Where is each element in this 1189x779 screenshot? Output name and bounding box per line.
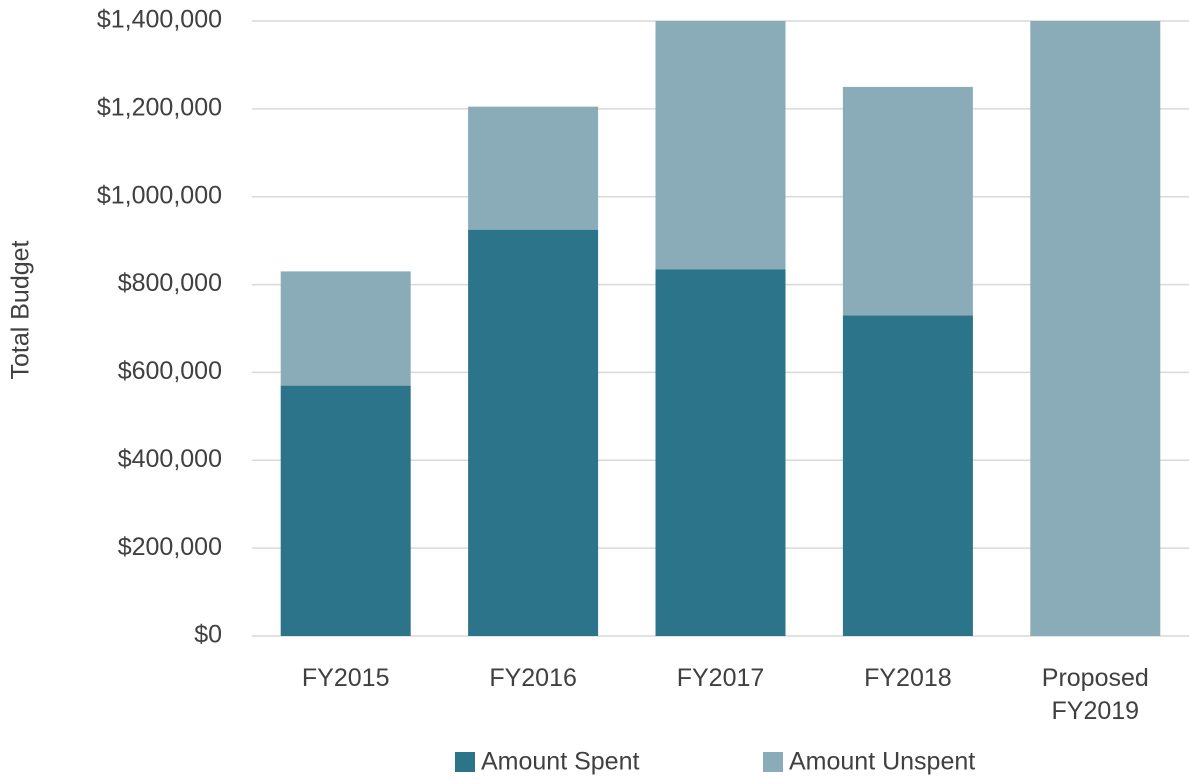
legend-label: Amount Unspent: [789, 748, 975, 776]
y-tick-label: $1,400,000: [97, 6, 222, 34]
bar-segment: [655, 269, 786, 636]
bar-segment: [842, 315, 973, 636]
x-tick-label: FY2017: [676, 664, 765, 692]
legend-swatch: [455, 752, 475, 772]
bar-segment: [468, 106, 599, 230]
x-tick-label: Proposed FY2019: [1041, 664, 1149, 725]
y-tick-label: $0: [194, 621, 222, 649]
legend-label: Amount Spent: [481, 748, 639, 776]
y-axis-title: Total Budget: [7, 240, 35, 379]
bar-segment: [655, 21, 786, 270]
bar-segment: [842, 86, 973, 316]
y-tick-label: $200,000: [118, 533, 222, 561]
x-tick-label: FY2018: [864, 664, 952, 692]
y-tick-label: $1,000,000: [97, 181, 222, 209]
y-tick-label: $1,200,000: [97, 93, 222, 121]
bar-segment: [1030, 21, 1161, 636]
x-tick-label: FY2016: [489, 664, 577, 692]
bar-segment: [280, 271, 411, 386]
legend-swatch: [763, 752, 783, 772]
y-tick-label: $400,000: [118, 445, 222, 473]
bar-segment: [468, 229, 599, 637]
y-tick-label: $800,000: [118, 269, 222, 297]
y-tick-label: $600,000: [118, 357, 222, 385]
x-tick-label: FY2015: [301, 664, 390, 692]
bar-segment: [280, 385, 411, 636]
